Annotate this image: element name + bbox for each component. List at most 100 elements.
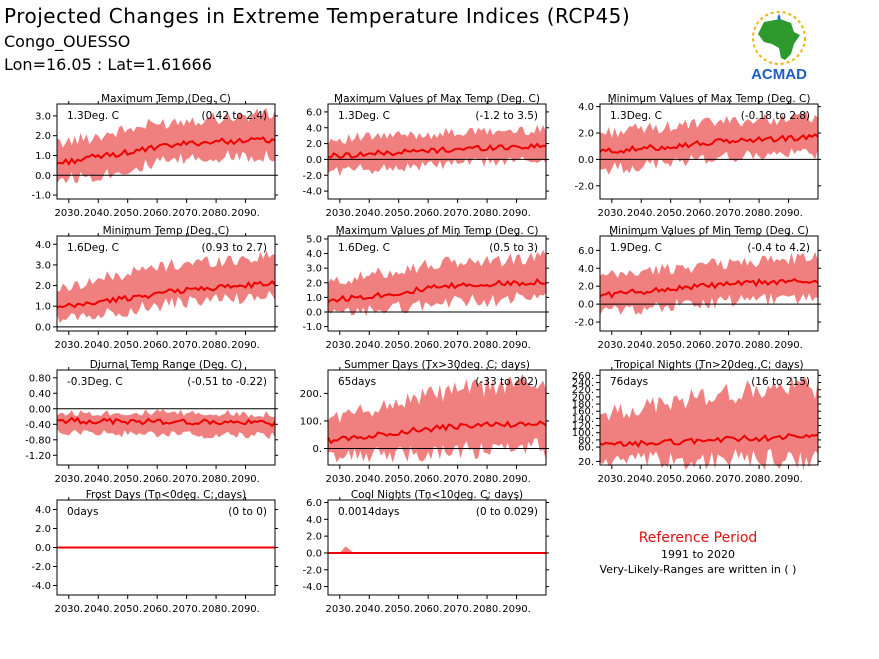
x-tick-label: 2060. <box>414 340 443 351</box>
plot-frame <box>599 103 819 200</box>
x-tick-label: 2060. <box>686 474 715 485</box>
x-tick-label: 2050. <box>656 208 685 219</box>
x-tick-label: 2030. <box>597 208 626 219</box>
x-tick-label: 2040. <box>84 474 113 485</box>
plot-frame <box>327 103 547 200</box>
y-tick-label: 100. <box>572 428 594 439</box>
x-tick-label: 2080. <box>473 340 502 351</box>
likely-range: (0.42 to 2.4) <box>202 110 268 122</box>
y-tick-label: -1.20 <box>25 451 51 462</box>
panel-title: Maximum Values of Max Temp (Deg. C) <box>334 93 540 105</box>
uncertainty-band <box>328 546 546 553</box>
change-value: 1.3Deg. C <box>610 110 662 122</box>
uncertainty-band <box>328 124 546 177</box>
y-tick-label: 2.0 <box>35 281 51 292</box>
x-tick-label: 2040. <box>627 474 656 485</box>
likely-range: (0.93 to 2.7) <box>202 242 268 254</box>
change-value: 76days <box>610 376 648 388</box>
y-tick-label: -2.0 <box>574 318 594 329</box>
y-tick-label: 20. <box>578 457 594 468</box>
y-tick-label: 0.0 <box>578 155 594 166</box>
x-tick-label: 2090. <box>502 474 531 485</box>
x-tick-label: 2070. <box>443 604 472 615</box>
y-tick-label: 240. <box>572 378 594 389</box>
plot-frame <box>56 103 276 200</box>
x-tick-label: 2030. <box>54 604 83 615</box>
x-tick-label: 2030. <box>54 474 83 485</box>
x-tick-label: 2070. <box>715 340 744 351</box>
x-tick-label: 2040. <box>355 604 384 615</box>
y-tick-label: 4.0 <box>35 240 51 251</box>
y-tick-label: 1.0 <box>306 293 322 304</box>
x-tick-label: 2090. <box>231 604 260 615</box>
y-tick-label: 0.0 <box>35 322 51 333</box>
change-value: 1.6Deg. C <box>338 242 390 254</box>
chart-panel-8: 0. 100. 200. 2030. 2040. 2050. 2060. 2070. 2080.… <box>300 359 549 485</box>
y-tick-label: 2.0 <box>306 278 322 289</box>
ensemble-mean-line <box>599 277 819 299</box>
panel-title: Minimum Values of Max Temp (Deg. C) <box>608 93 811 105</box>
chart-panel-10: -4.0 -2.0 0.0 2.0 4.0 2030. 2040. 2050. 2060. 207… <box>31 489 278 615</box>
chart-panel-5: -1.0 0.0 1.0 2.0 3.0 4.0 5.0 2030. 2040. 2050. 206… <box>302 225 549 351</box>
x-tick-label: 2070. <box>715 208 744 219</box>
y-tick-label: 200. <box>300 389 322 400</box>
y-tick-label: -0.80 <box>25 435 51 446</box>
x-tick-label: 2040. <box>84 604 113 615</box>
x-tick-label: 2080. <box>202 474 231 485</box>
x-tick-label: 2030. <box>597 474 626 485</box>
location-coordinates: Lon=16.05 : Lat=1.61666 <box>4 55 212 74</box>
plot-frame <box>56 235 276 332</box>
y-tick-label: 160. <box>572 407 594 418</box>
panel-title: Frost Days (Tn<0deg. C; days) <box>86 489 246 501</box>
y-tick-label: 4.0 <box>306 123 322 134</box>
y-tick-label: 0.0 <box>35 543 51 554</box>
uncertainty-band <box>328 249 546 317</box>
x-tick-label: 2040. <box>84 208 113 219</box>
x-tick-label: 2080. <box>473 208 502 219</box>
x-tick-label: 2080. <box>202 604 231 615</box>
y-tick-label: -0.40 <box>25 420 51 431</box>
y-tick-label: 260. <box>572 371 594 382</box>
x-tick-label: 2050. <box>656 474 685 485</box>
x-tick-label: 2050. <box>113 604 142 615</box>
ensemble-mean-line <box>56 416 276 428</box>
x-tick-label: 2030. <box>54 340 83 351</box>
ensemble-mean-line <box>56 136 276 166</box>
y-tick-label: -2.0 <box>302 171 322 182</box>
x-tick-label: 2070. <box>172 208 201 219</box>
change-value: 1.3Deg. C <box>338 110 390 122</box>
x-tick-label: 2080. <box>745 340 774 351</box>
likely-range: (-0.4 to 4.2) <box>747 242 810 254</box>
y-tick-label: 0.0 <box>306 548 322 559</box>
y-tick-label: -4.0 <box>302 187 322 198</box>
x-tick-label: 2030. <box>325 340 354 351</box>
uncertainty-band <box>600 375 818 471</box>
chart-panel-6: -2.0 0.0 2.0 4.0 6.0 2030. 2040. 2050. 2060. 2070… <box>574 225 821 351</box>
x-tick-label: 2040. <box>627 208 656 219</box>
ensemble-mean-line <box>599 133 819 154</box>
y-tick-label: 3.0 <box>35 111 51 122</box>
y-tick-label: 200. <box>572 392 594 403</box>
x-tick-label: 2050. <box>384 208 413 219</box>
x-tick-label: 2060. <box>414 208 443 219</box>
y-tick-label: 220. <box>572 385 594 396</box>
likely-range: (-0.51 to -0.22) <box>187 376 267 388</box>
change-value: 0days <box>67 506 98 518</box>
x-tick-label: 2060. <box>686 340 715 351</box>
panel-title: Minimum Values of Min Temp (Deg. C) <box>609 225 809 237</box>
uncertainty-band <box>600 111 818 175</box>
x-tick-label: 2070. <box>443 340 472 351</box>
likely-range: (0.5 to 3) <box>489 242 538 254</box>
likely-range: (0 to 0.029) <box>476 506 538 518</box>
y-tick-label: 180. <box>572 400 594 411</box>
x-tick-label: 2030. <box>325 474 354 485</box>
x-tick-label: 2040. <box>355 340 384 351</box>
x-tick-label: 2090. <box>774 340 803 351</box>
y-tick-label: 1.0 <box>35 302 51 313</box>
chart-panel-1: -1.0 0.0 1.0 2.0 3.0 2030. 2040. 2050. 2060. 2070… <box>31 93 278 219</box>
x-tick-label: 2070. <box>443 474 472 485</box>
x-tick-label: 2080. <box>745 208 774 219</box>
y-tick-label: 3.0 <box>306 264 322 275</box>
likely-range: (16 to 215) <box>751 376 810 388</box>
y-tick-label: -1.0 <box>302 322 322 333</box>
